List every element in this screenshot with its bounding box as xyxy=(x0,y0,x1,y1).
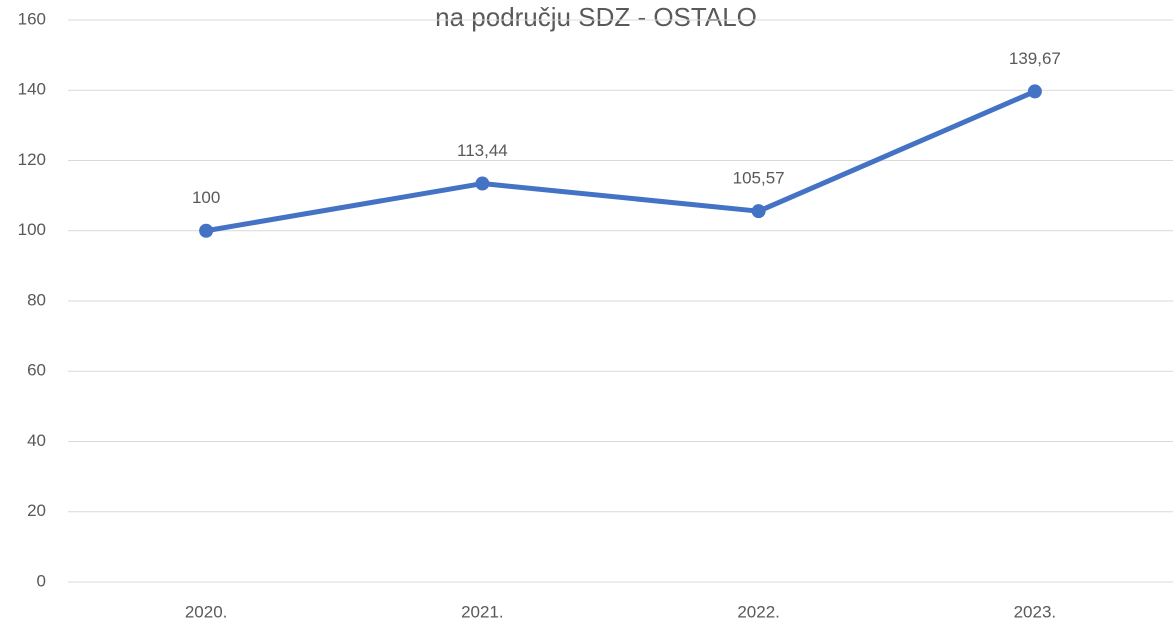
data-label: 100 xyxy=(192,188,220,207)
data-label: 105,57 xyxy=(733,169,785,188)
chart-title: na području SDZ - OSTALO xyxy=(435,2,757,32)
y-tick-label: 140 xyxy=(18,80,46,99)
marker xyxy=(475,176,490,191)
data-label: 139,67 xyxy=(1009,49,1061,68)
y-tick-label: 100 xyxy=(18,220,46,239)
x-tick-label: 2021. xyxy=(461,602,504,621)
marker xyxy=(199,223,214,238)
y-tick-label: 40 xyxy=(27,431,46,450)
y-tick-label: 60 xyxy=(27,361,46,380)
x-tick-label: 2023. xyxy=(1014,602,1057,621)
y-tick-label: 20 xyxy=(27,501,46,520)
marker xyxy=(751,204,766,219)
x-tick-label: 2022. xyxy=(737,602,780,621)
data-label: 113,44 xyxy=(457,141,508,160)
y-tick-label: 120 xyxy=(18,150,46,169)
marker xyxy=(1027,84,1042,99)
x-tick-label: 2020. xyxy=(185,602,228,621)
y-tick-label: 160 xyxy=(18,9,46,28)
y-tick-label: 0 xyxy=(37,571,46,590)
line xyxy=(205,89,1036,234)
y-tick-label: 80 xyxy=(27,290,46,309)
